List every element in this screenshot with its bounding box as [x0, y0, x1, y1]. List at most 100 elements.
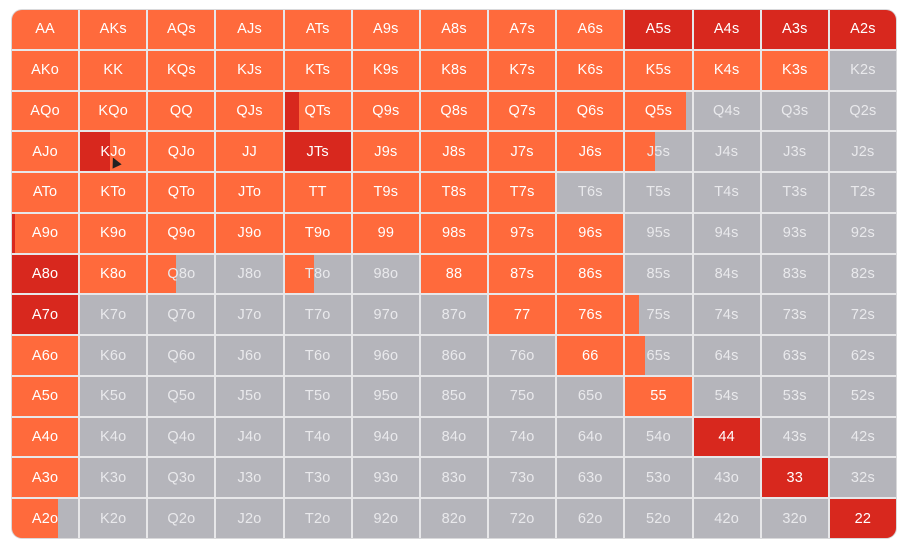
hand-cell-97s[interactable]: 97s	[489, 213, 556, 253]
hand-cell-96s[interactable]: 96s	[557, 213, 624, 253]
hand-cell-J5s[interactable]: J5s	[625, 132, 692, 172]
hand-cell-KK[interactable]: KK	[80, 50, 147, 90]
hand-cell-54o[interactable]: 54o	[625, 417, 692, 457]
hand-cell-54s[interactable]: 54s	[693, 376, 760, 416]
hand-cell-Q9o[interactable]: Q9o	[148, 213, 215, 253]
hand-cell-K4s[interactable]: K4s	[693, 50, 760, 90]
hand-cell-A8o[interactable]: A8o	[12, 254, 79, 294]
hand-cell-A8s[interactable]: A8s	[420, 10, 488, 49]
hand-cell-K8s[interactable]: K8s	[420, 50, 488, 90]
hand-cell-84o[interactable]: 84o	[420, 417, 488, 457]
hand-cell-Q7o[interactable]: Q7o	[148, 295, 215, 335]
hand-cell-KJo[interactable]: KJo	[80, 132, 147, 172]
hand-cell-T4s[interactable]: T4s	[693, 173, 760, 212]
hand-cell-ATs[interactable]: ATs	[284, 10, 351, 49]
hand-cell-A9o[interactable]: A9o	[12, 213, 79, 253]
hand-cell-A7s[interactable]: A7s	[489, 10, 556, 49]
hand-cell-AQo[interactable]: AQo	[12, 91, 79, 131]
hand-cell-KJs[interactable]: KJs	[216, 50, 283, 90]
hand-cell-77[interactable]: 77	[489, 295, 556, 335]
hand-cell-Q5o[interactable]: Q5o	[148, 376, 215, 416]
hand-cell-K3o[interactable]: K3o	[80, 458, 147, 498]
hand-cell-AKs[interactable]: AKs	[80, 10, 147, 49]
hand-cell-87s[interactable]: 87s	[489, 254, 556, 294]
hand-cell-97o[interactable]: 97o	[352, 295, 419, 335]
hand-cell-T5s[interactable]: T5s	[625, 173, 692, 212]
hand-cell-62o[interactable]: 62o	[557, 499, 624, 538]
hand-cell-A5s[interactable]: A5s	[625, 10, 692, 49]
hand-cell-Q6o[interactable]: Q6o	[148, 336, 215, 375]
hand-cell-76o[interactable]: 76o	[489, 336, 556, 375]
hand-cell-QJo[interactable]: QJo	[148, 132, 215, 172]
hand-cell-93o[interactable]: 93o	[352, 458, 419, 498]
hand-cell-J5o[interactable]: J5o	[216, 376, 283, 416]
hand-cell-K6o[interactable]: K6o	[80, 336, 147, 375]
hand-cell-T3o[interactable]: T3o	[284, 458, 351, 498]
hand-cell-92o[interactable]: 92o	[352, 499, 419, 538]
hand-cell-J8o[interactable]: J8o	[216, 254, 283, 294]
hand-cell-84s[interactable]: 84s	[693, 254, 760, 294]
hand-cell-22[interactable]: 22	[829, 499, 896, 538]
hand-cell-96o[interactable]: 96o	[352, 336, 419, 375]
hand-cell-J9s[interactable]: J9s	[352, 132, 419, 172]
hand-cell-T4o[interactable]: T4o	[284, 417, 351, 457]
hand-cell-72o[interactable]: 72o	[489, 499, 556, 538]
hand-cell-Q9s[interactable]: Q9s	[352, 91, 419, 131]
hand-cell-JTo[interactable]: JTo	[216, 173, 283, 212]
hand-cell-74s[interactable]: 74s	[693, 295, 760, 335]
hand-cell-KQo[interactable]: KQo	[80, 91, 147, 131]
hand-cell-98o[interactable]: 98o	[352, 254, 419, 294]
hand-cell-J7o[interactable]: J7o	[216, 295, 283, 335]
hand-cell-K7o[interactable]: K7o	[80, 295, 147, 335]
hand-cell-42s[interactable]: 42s	[829, 417, 896, 457]
hand-cell-K5o[interactable]: K5o	[80, 376, 147, 416]
hand-cell-43o[interactable]: 43o	[693, 458, 760, 498]
hand-cell-JJ[interactable]: JJ	[216, 132, 283, 172]
hand-cell-AJs[interactable]: AJs	[216, 10, 283, 49]
hand-cell-J7s[interactable]: J7s	[489, 132, 556, 172]
hand-cell-J6o[interactable]: J6o	[216, 336, 283, 375]
hand-cell-53o[interactable]: 53o	[625, 458, 692, 498]
hand-cell-87o[interactable]: 87o	[420, 295, 488, 335]
hand-cell-44[interactable]: 44	[693, 417, 760, 457]
hand-cell-A2s[interactable]: A2s	[829, 10, 896, 49]
hand-cell-J4o[interactable]: J4o	[216, 417, 283, 457]
hand-cell-86s[interactable]: 86s	[557, 254, 624, 294]
hand-cell-32o[interactable]: 32o	[761, 499, 828, 538]
hand-cell-95o[interactable]: 95o	[352, 376, 419, 416]
hand-cell-QTs[interactable]: QTs	[284, 91, 351, 131]
hand-cell-93s[interactable]: 93s	[761, 213, 828, 253]
hand-cell-KQs[interactable]: KQs	[148, 50, 215, 90]
hand-cell-64o[interactable]: 64o	[557, 417, 624, 457]
hand-cell-66[interactable]: 66	[557, 336, 624, 375]
hand-cell-73s[interactable]: 73s	[761, 295, 828, 335]
hand-cell-Q8o[interactable]: Q8o	[148, 254, 215, 294]
hand-cell-J3o[interactable]: J3o	[216, 458, 283, 498]
hand-cell-T5o[interactable]: T5o	[284, 376, 351, 416]
hand-cell-63s[interactable]: 63s	[761, 336, 828, 375]
hand-cell-T9o[interactable]: T9o	[284, 213, 351, 253]
hand-cell-AKo[interactable]: AKo	[12, 50, 79, 90]
hand-cell-Q6s[interactable]: Q6s	[557, 91, 624, 131]
hand-cell-K8o[interactable]: K8o	[80, 254, 147, 294]
hand-cell-83o[interactable]: 83o	[420, 458, 488, 498]
hand-cell-94o[interactable]: 94o	[352, 417, 419, 457]
hand-cell-Q4s[interactable]: Q4s	[693, 91, 760, 131]
hand-cell-52o[interactable]: 52o	[625, 499, 692, 538]
hand-cell-AJo[interactable]: AJo	[12, 132, 79, 172]
hand-cell-K9s[interactable]: K9s	[352, 50, 419, 90]
hand-cell-K2o[interactable]: K2o	[80, 499, 147, 538]
hand-cell-A3s[interactable]: A3s	[761, 10, 828, 49]
hand-cell-32s[interactable]: 32s	[829, 458, 896, 498]
hand-cell-J6s[interactable]: J6s	[557, 132, 624, 172]
hand-cell-JTs[interactable]: JTs	[284, 132, 351, 172]
hand-cell-83s[interactable]: 83s	[761, 254, 828, 294]
hand-cell-K7s[interactable]: K7s	[489, 50, 556, 90]
hand-cell-43s[interactable]: 43s	[761, 417, 828, 457]
hand-cell-Q2o[interactable]: Q2o	[148, 499, 215, 538]
hand-cell-K2s[interactable]: K2s	[829, 50, 896, 90]
hand-cell-Q7s[interactable]: Q7s	[489, 91, 556, 131]
hand-cell-Q8s[interactable]: Q8s	[420, 91, 488, 131]
hand-cell-T2s[interactable]: T2s	[829, 173, 896, 212]
hand-cell-73o[interactable]: 73o	[489, 458, 556, 498]
